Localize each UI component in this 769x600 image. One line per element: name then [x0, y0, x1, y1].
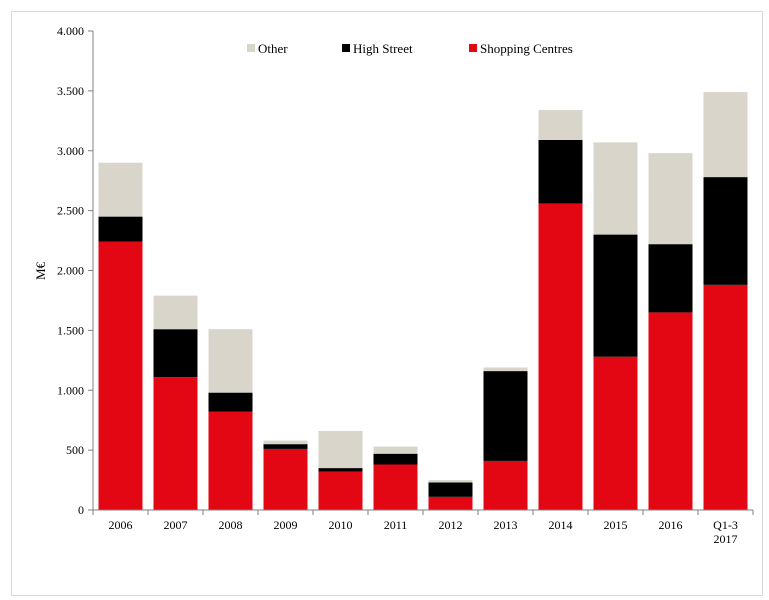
axes — [88, 30, 754, 515]
bar-high-street-2012 — [428, 482, 473, 497]
bar-other-2009 — [263, 440, 308, 445]
bar-shopping-centres-2016 — [648, 312, 693, 510]
bar-high-street-q1-3-2017 — [703, 177, 748, 285]
bars — [98, 92, 748, 510]
bar-high-street-2007 — [153, 329, 198, 378]
x-tick-label: 2014 — [549, 518, 573, 532]
bar-high-street-2013 — [483, 371, 528, 461]
bar-other-2013 — [483, 367, 528, 372]
bar-shopping-centres-2011 — [373, 464, 418, 510]
bar-other-2014 — [538, 110, 583, 140]
legend-swatch-shopping-centres — [469, 44, 477, 52]
bar-other-2006 — [98, 162, 143, 217]
y-tick-label: 4.000 — [57, 24, 84, 38]
bar-shopping-centres-2013 — [483, 460, 528, 510]
y-tick-label: 0 — [78, 503, 84, 517]
bar-high-street-2010 — [318, 468, 363, 472]
bar-high-street-2016 — [648, 244, 693, 313]
x-tick-label: 2012 — [439, 518, 463, 532]
legend-label-shopping-centres: Shopping Centres — [480, 41, 573, 56]
bar-other-2011 — [373, 446, 418, 454]
bar-shopping-centres-2015 — [593, 356, 638, 510]
y-tick-label: 3.500 — [57, 84, 84, 98]
x-tick-label: 2008 — [219, 518, 243, 532]
y-tick-label: 3.000 — [57, 144, 84, 158]
x-tick-label: 2009 — [274, 518, 298, 532]
bar-shopping-centres-2008 — [208, 411, 253, 510]
bar-shopping-centres-q1-3-2017 — [703, 284, 748, 510]
bar-high-street-2006 — [98, 216, 143, 242]
y-tick-label: 1.000 — [57, 383, 84, 397]
legend-label-high-street: High Street — [353, 41, 413, 56]
y-axis-label-group: M€ — [33, 261, 48, 280]
bar-shopping-centres-2006 — [98, 241, 143, 510]
bar-high-street-2011 — [373, 453, 418, 465]
bar-high-street-2014 — [538, 139, 583, 204]
bar-other-2008 — [208, 329, 253, 393]
bar-shopping-centres-2007 — [153, 377, 198, 510]
bar-other-2007 — [153, 295, 198, 330]
legend-label-other: Other — [258, 41, 288, 56]
legend-swatch-high-street — [342, 44, 350, 52]
bar-shopping-centres-2010 — [318, 471, 363, 510]
x-tick-label: 2016 — [659, 518, 683, 532]
y-tick-label: 1.500 — [57, 323, 84, 337]
x-tick-label: Q1-3 2017 — [713, 518, 738, 546]
y-tick-label: 2.500 — [57, 204, 84, 218]
legend-swatch-other — [247, 44, 255, 52]
x-tick-label: 2007 — [164, 518, 188, 532]
bar-other-2016 — [648, 153, 693, 245]
bar-high-street-2015 — [593, 234, 638, 357]
y-tick-labels: 0 500 1.000 1.500 2.000 2.500 3.000 3.500 4.000 — [57, 24, 84, 517]
bar-high-street-2008 — [208, 392, 253, 412]
x-tick-label: 2006 — [109, 518, 133, 532]
x-tick-labels: 2006 2007 2008 2009 2010 2011 2012 2013 2014 2015… — [109, 518, 738, 546]
legend: Other High Street Shopping Centres — [247, 41, 573, 56]
x-tick-label: 2013 — [494, 518, 518, 532]
x-tick-label: 2010 — [329, 518, 353, 532]
bar-high-street-2009 — [263, 444, 308, 449]
y-tick-label: 500 — [66, 443, 84, 457]
bar-other-2010 — [318, 430, 363, 469]
bar-other-2015 — [593, 142, 638, 235]
bar-shopping-centres-2014 — [538, 203, 583, 510]
y-axis-label: M€ — [33, 261, 48, 280]
y-tick-label: 2.000 — [57, 264, 84, 278]
bar-other-2012 — [428, 480, 473, 483]
bar-shopping-centres-2009 — [263, 448, 308, 510]
x-tick-label: 2015 — [604, 518, 628, 532]
chart-frame — [11, 11, 763, 596]
bar-shopping-centres-2012 — [428, 496, 473, 510]
bar-other-q1-3-2017 — [703, 92, 748, 178]
x-tick-label: 2011 — [384, 518, 408, 532]
